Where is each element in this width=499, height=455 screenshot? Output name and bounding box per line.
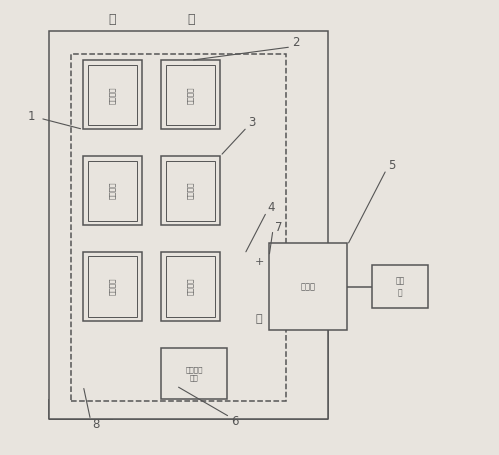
Text: 电池单体: 电池单体	[188, 278, 194, 295]
Bar	[88, 161, 137, 221]
Text: 充电器: 充电器	[301, 282, 316, 291]
Text: 1: 1	[28, 110, 35, 122]
Text: 4: 4	[268, 201, 275, 214]
Text: 2: 2	[292, 36, 300, 49]
Bar	[83, 156, 142, 225]
Bar	[372, 265, 428, 308]
Text: －: －	[109, 13, 116, 26]
Bar	[83, 61, 142, 129]
Bar	[88, 65, 137, 125]
Text: 电池单体: 电池单体	[109, 86, 116, 104]
Text: 5: 5	[388, 159, 395, 172]
Bar	[166, 161, 215, 221]
Bar	[71, 54, 286, 401]
Bar	[162, 156, 220, 225]
Bar	[88, 257, 137, 317]
Text: 电池单体: 电池单体	[109, 182, 116, 199]
Text: 充电
口: 充电 口	[395, 276, 405, 297]
Text: 电池管理
系统: 电池管理 系统	[186, 366, 203, 381]
Text: －: －	[256, 314, 262, 324]
Bar	[162, 348, 228, 399]
Bar	[83, 252, 142, 321]
Bar	[49, 31, 328, 419]
Text: 3: 3	[249, 116, 255, 129]
Text: +: +	[254, 257, 264, 267]
Text: 6: 6	[231, 415, 239, 428]
Text: ＋: ＋	[187, 13, 195, 26]
Bar	[162, 61, 220, 129]
Text: 电池单体: 电池单体	[109, 278, 116, 295]
Bar	[166, 65, 215, 125]
Text: 电池单体: 电池单体	[188, 86, 194, 104]
Text: 8: 8	[92, 418, 99, 431]
Text: 7: 7	[275, 221, 282, 234]
Text: 电池单体: 电池单体	[188, 182, 194, 199]
Bar	[166, 257, 215, 317]
Bar	[269, 243, 347, 330]
Bar	[162, 252, 220, 321]
